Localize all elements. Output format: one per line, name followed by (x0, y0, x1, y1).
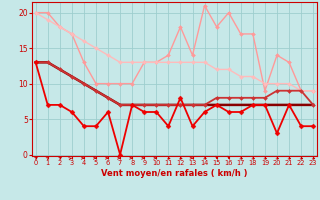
X-axis label: Vent moyen/en rafales ( km/h ): Vent moyen/en rafales ( km/h ) (101, 169, 248, 178)
